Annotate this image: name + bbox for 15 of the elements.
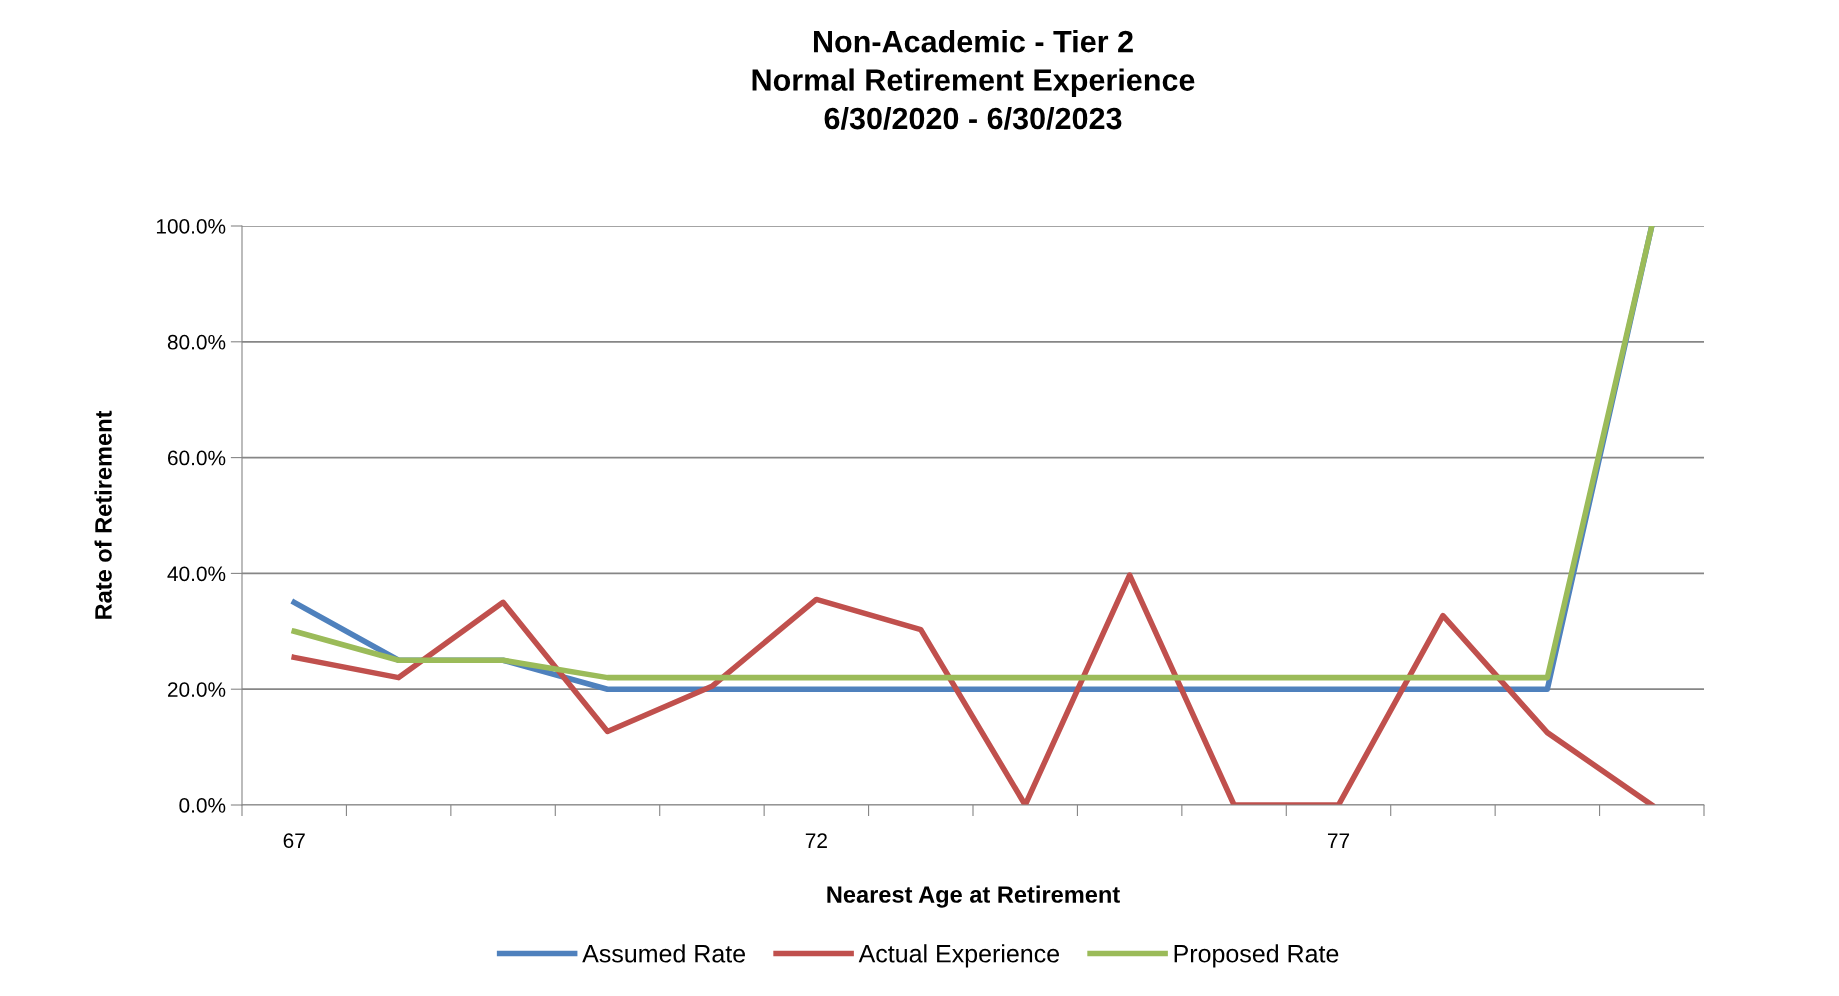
y-axis-title: Rate of Retirement (94, 410, 112, 619)
x-tick-label: 67 (283, 833, 305, 849)
y-tick-label: 0.0% (179, 798, 226, 813)
x-tick-label: 77 (1327, 833, 1350, 848)
y-tick-label: 40.0% (167, 566, 226, 582)
legend-label: Assumed Rate (582, 944, 745, 963)
y-tick-label: 20.0% (168, 682, 226, 697)
y-tick-label: 60.0% (168, 450, 226, 466)
y-tick-label: 100.0% (156, 219, 226, 234)
chart-title: Non-Academic - Tier 2 Normal Retirement Experience 6/30/2020 - 6/30/2023 (752, 30, 1195, 130)
y-tick-label: 80.0% (167, 334, 226, 350)
legend-label: Actual Experience (858, 944, 1059, 968)
x-tick-label: 72 (805, 833, 827, 848)
x-axis-title: Nearest Age at Retirement (827, 885, 1120, 908)
legend-label: Proposed Rate (1174, 944, 1339, 968)
